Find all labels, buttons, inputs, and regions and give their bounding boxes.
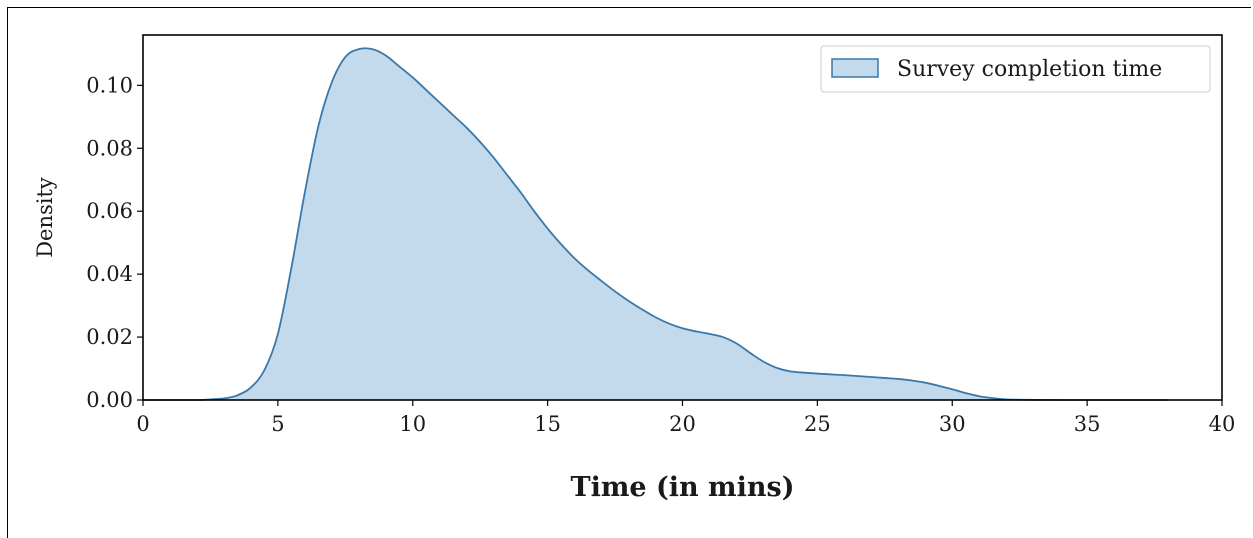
legend-swatch [831, 58, 879, 78]
x-tick-label: 0 [136, 412, 149, 436]
x-tick-label: 10 [399, 412, 426, 436]
x-tick-label: 25 [804, 412, 831, 436]
x-axis-ticks: 0 5 10 15 20 25 30 35 40 [136, 400, 1235, 436]
x-tick-label: 35 [1074, 412, 1101, 436]
y-tick-label: 0.04 [86, 262, 133, 286]
x-tick-label: 30 [939, 412, 966, 436]
legend-box [820, 45, 1211, 93]
x-tick-label: 20 [669, 412, 696, 436]
density-curve-line [143, 47, 1169, 401]
legend-label: Survey completion time [897, 57, 1162, 82]
x-tick-label: 15 [534, 412, 561, 436]
y-tick-label: 0.06 [86, 199, 133, 223]
legend: Survey completion time [820, 45, 1211, 93]
density-area-fill [143, 48, 1169, 400]
plot-area [143, 47, 1169, 401]
y-tick-label: 0.10 [86, 73, 133, 97]
x-axis-label: Time (in mins) [571, 472, 795, 503]
y-axis-label: Density [33, 177, 57, 258]
x-tick-label: 5 [271, 412, 284, 436]
y-tick-label: 0.08 [86, 136, 133, 160]
x-tick-label: 40 [1209, 412, 1236, 436]
y-axis-ticks: 0.00 0.02 0.04 0.06 0.08 0.10 [86, 73, 143, 412]
y-tick-label: 0.00 [86, 388, 133, 412]
figure-frame [7, 7, 1251, 538]
y-tick-label: 0.02 [86, 325, 133, 349]
